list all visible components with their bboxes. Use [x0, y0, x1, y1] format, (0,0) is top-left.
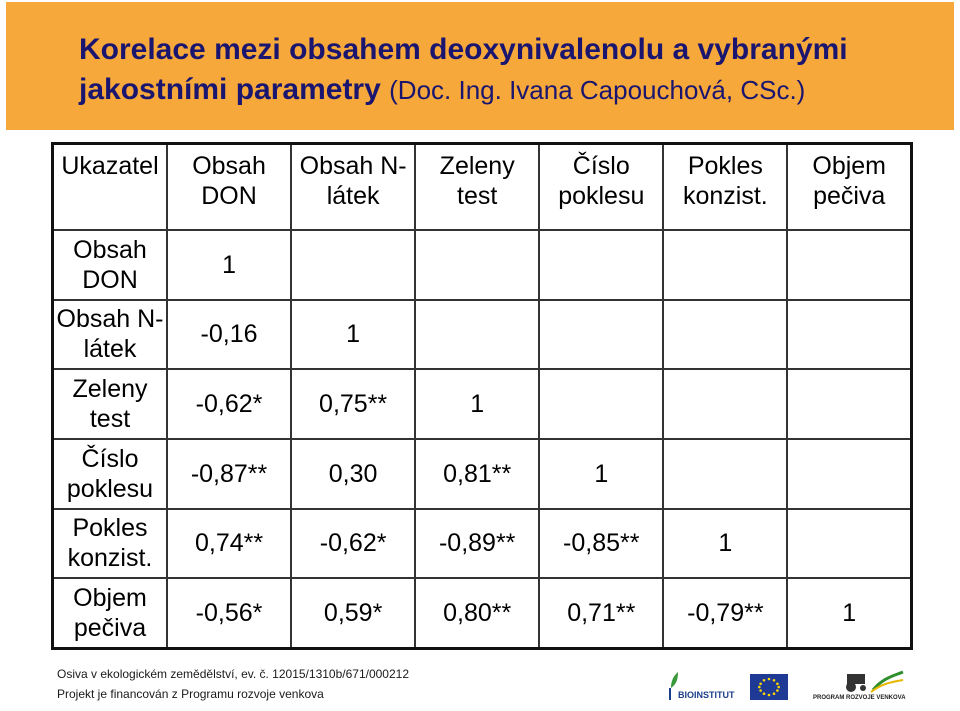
row-label: Zeleny test	[51, 368, 168, 440]
table-header-row: Ukazatel Obsah DON Obsah N-látek Zeleny …	[51, 142, 913, 231]
bioinstitut-leaf-icon	[669, 672, 678, 700]
table-cell	[662, 229, 789, 301]
table-cell: 1	[414, 368, 541, 440]
table-cell: 0,81**	[414, 437, 541, 510]
table-row: Obsah DON 1	[51, 229, 913, 301]
prv-label: PROGRAM ROZVOJE VENKOVA	[813, 695, 906, 701]
footer: Osiva v ekologickém zemědělství, ev. č. …	[0, 654, 960, 711]
table-cell: 0,74**	[165, 507, 293, 580]
table-cell: 0,80**	[414, 577, 541, 650]
table-cell: 1	[538, 437, 665, 510]
table-cell	[786, 298, 913, 371]
table-cell	[414, 298, 541, 371]
table-cell: 0,59*	[290, 577, 417, 650]
table-cell	[538, 368, 665, 440]
table-cell	[290, 229, 417, 301]
slide-title: Korelace mezi obsahem deoxynivalenolu a …	[79, 30, 939, 110]
title-band: Korelace mezi obsahem deoxynivalenolu a …	[6, 2, 954, 130]
table-cell: -0,89**	[414, 507, 541, 580]
table-cell	[662, 298, 789, 371]
bioinstitut-logo: BIOINSTITUT	[668, 670, 738, 704]
program-rozvoje-venkova-logo: PROGRAM ROZVOJE VENKOVA	[813, 668, 906, 708]
title-main: Korelace mezi obsahem deoxynivalenolu a …	[79, 33, 848, 106]
table-row: Číslo poklesu -0,87** 0,30 0,81** 1	[51, 437, 913, 510]
correlation-table: Ukazatel Obsah DON Obsah N-látek Zeleny …	[51, 142, 913, 650]
table-cell	[538, 298, 665, 371]
column-header: Obsah N-látek	[290, 142, 417, 231]
table-cell: -0,62*	[290, 507, 417, 580]
column-header: Pokles konzist.	[662, 142, 789, 231]
table-cell: 0,71**	[538, 577, 665, 650]
row-label: Číslo poklesu	[51, 437, 168, 510]
row-label: Obsah N-látek	[51, 298, 168, 371]
column-header: Obsah DON	[165, 142, 293, 231]
eu-flag-icon	[750, 674, 788, 700]
header-corner: Ukazatel	[51, 142, 168, 231]
column-header: Zeleny test	[414, 142, 541, 231]
table-cell	[786, 368, 913, 440]
table-row: Pokles konzist. 0,74** -0,62* -0,89** -0…	[51, 507, 913, 580]
table-cell: 0,30	[290, 437, 417, 510]
table-row: Obsah N-látek -0,16 1	[51, 298, 913, 371]
table-row: Objem pečiva -0,56* 0,59* 0,80** 0,71** …	[51, 577, 913, 650]
table-cell: -0,62*	[165, 368, 293, 440]
column-header: Objem pečiva	[786, 142, 913, 231]
table-cell	[538, 229, 665, 301]
table-cell: -0,16	[165, 298, 293, 371]
row-label: Objem pečiva	[51, 577, 168, 650]
table-cell: -0,85**	[538, 507, 665, 580]
column-header: Číslo poklesu	[538, 142, 665, 231]
table-cell	[662, 368, 789, 440]
footer-project-line: Osiva v ekologickém zemědělství, ev. č. …	[57, 667, 409, 681]
table-cell: 0,75**	[290, 368, 417, 440]
table-cell	[786, 507, 913, 580]
table-cell: 1	[662, 507, 789, 580]
row-label: Pokles konzist.	[51, 507, 168, 580]
prv-tractor-icon	[846, 670, 904, 693]
footer-funding-line: Projekt je financován z Programu rozvoje…	[57, 687, 324, 701]
row-label: Obsah DON	[51, 229, 168, 301]
table-cell	[414, 229, 541, 301]
table-cell: -0,56*	[165, 577, 293, 650]
table-cell: 1	[165, 229, 293, 301]
bioinstitut-label: BIOINSTITUT	[678, 690, 735, 700]
table-cell: -0,79**	[662, 577, 789, 650]
table-cell	[662, 437, 789, 510]
table-cell: 1	[786, 577, 913, 650]
table-row: Zeleny test -0,62* 0,75** 1	[51, 368, 913, 440]
table-cell: 1	[290, 298, 417, 371]
table-cell	[786, 229, 913, 301]
title-author: (Doc. Ing. Ivana Capouchová, CSc.)	[389, 75, 806, 105]
table-cell: -0,87**	[165, 437, 293, 510]
table-cell	[786, 437, 913, 510]
